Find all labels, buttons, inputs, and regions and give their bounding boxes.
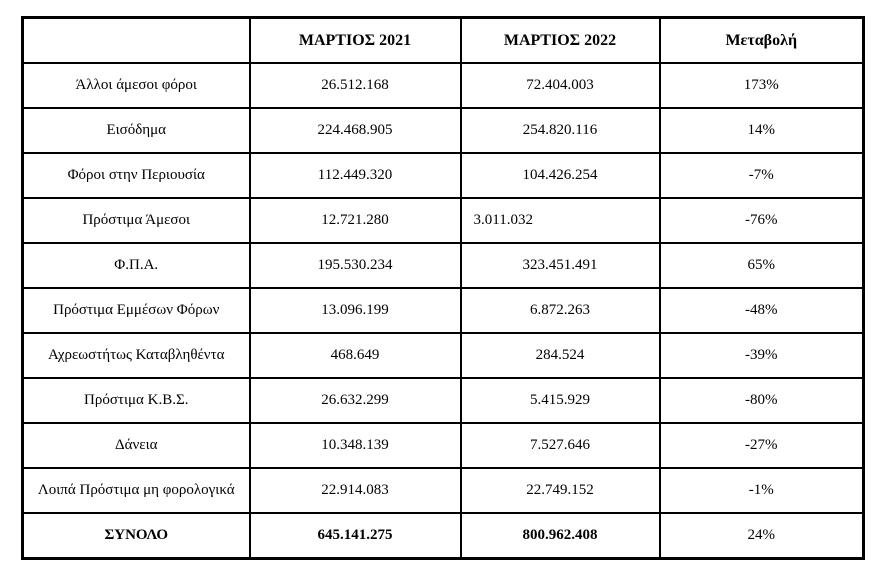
value-2022: 104.426.254 bbox=[459, 152, 661, 199]
value-2022: 284.524 bbox=[459, 332, 661, 379]
value-2022: 6.872.263 bbox=[459, 287, 661, 334]
value-2022: 5.415.929 bbox=[459, 377, 661, 424]
table-row: Πρόστιμα Εμμέσων Φόρων 13.096.199 6.872.… bbox=[21, 287, 865, 334]
table-row: Πρόστιμα Άμεσοι 12.721.280 3.011.032 -76… bbox=[21, 197, 865, 244]
total-label: ΣΥΝΟΛΟ bbox=[21, 512, 251, 560]
row-label: Αχρεωστήτως Καταβληθέντα bbox=[21, 332, 251, 379]
revenue-comparison-table-container: ΜΑΡΤΙΟΣ 2021 ΜΑΡΤΙΟΣ 2022 Μεταβολή Άλλοι… bbox=[21, 16, 865, 560]
value-2021: 12.721.280 bbox=[248, 197, 462, 244]
row-label: Άλλοι άμεσοι φόροι bbox=[21, 62, 251, 109]
total-row: ΣΥΝΟΛΟ 645.141.275 800.962.408 24% bbox=[21, 512, 865, 560]
value-2021: 224.468.905 bbox=[248, 107, 462, 154]
row-label: Πρόστιμα Κ.Β.Σ. bbox=[21, 377, 251, 424]
revenue-comparison-table: ΜΑΡΤΙΟΣ 2021 ΜΑΡΤΙΟΣ 2022 Μεταβολή Άλλοι… bbox=[21, 16, 865, 560]
header-change: Μεταβολή bbox=[658, 16, 865, 64]
value-2021: 26.512.168 bbox=[248, 62, 462, 109]
value-2022: 7.527.646 bbox=[459, 422, 661, 469]
value-2021: 26.632.299 bbox=[248, 377, 462, 424]
table-row: Πρόστιμα Κ.Β.Σ. 26.632.299 5.415.929 -80… bbox=[21, 377, 865, 424]
change-value: -39% bbox=[658, 332, 865, 379]
value-2021: 10.348.139 bbox=[248, 422, 462, 469]
value-2022: 323.451.491 bbox=[459, 242, 661, 289]
value-2022: 22.749.152 bbox=[459, 467, 661, 514]
value-2022: 254.820.116 bbox=[459, 107, 661, 154]
table-row: Δάνεια 10.348.139 7.527.646 -27% bbox=[21, 422, 865, 469]
row-label: Φ.Π.Α. bbox=[21, 242, 251, 289]
header-march-2022: ΜΑΡΤΙΟΣ 2022 bbox=[459, 16, 661, 64]
row-label: Πρόστιμα Εμμέσων Φόρων bbox=[21, 287, 251, 334]
change-value: -80% bbox=[658, 377, 865, 424]
change-value: -27% bbox=[658, 422, 865, 469]
change-value: -76% bbox=[658, 197, 865, 244]
value-2022: 3.011.032 bbox=[459, 197, 661, 244]
row-label: Λοιπά Πρόστιμα μη φορολογικά bbox=[21, 467, 251, 514]
change-value: -1% bbox=[658, 467, 865, 514]
value-2021: 468.649 bbox=[248, 332, 462, 379]
table-row: Εισόδημα 224.468.905 254.820.116 14% bbox=[21, 107, 865, 154]
total-value-2021: 645.141.275 bbox=[248, 512, 462, 560]
table-row: Αχρεωστήτως Καταβληθέντα 468.649 284.524… bbox=[21, 332, 865, 379]
change-value: 173% bbox=[658, 62, 865, 109]
change-value: -7% bbox=[658, 152, 865, 199]
total-change-value: 24% bbox=[658, 512, 865, 560]
header-row: ΜΑΡΤΙΟΣ 2021 ΜΑΡΤΙΟΣ 2022 Μεταβολή bbox=[21, 16, 865, 64]
header-march-2021: ΜΑΡΤΙΟΣ 2021 bbox=[248, 16, 462, 64]
value-2021: 13.096.199 bbox=[248, 287, 462, 334]
table-row: Λοιπά Πρόστιμα μη φορολογικά 22.914.083 … bbox=[21, 467, 865, 514]
total-value-2022: 800.962.408 bbox=[459, 512, 661, 560]
table-row: Φόροι στην Περιουσία 112.449.320 104.426… bbox=[21, 152, 865, 199]
value-2022: 72.404.003 bbox=[459, 62, 661, 109]
header-category bbox=[21, 16, 251, 64]
value-2021: 22.914.083 bbox=[248, 467, 462, 514]
change-value: -48% bbox=[658, 287, 865, 334]
change-value: 65% bbox=[658, 242, 865, 289]
table-row: Φ.Π.Α. 195.530.234 323.451.491 65% bbox=[21, 242, 865, 289]
row-label: Φόροι στην Περιουσία bbox=[21, 152, 251, 199]
change-value: 14% bbox=[658, 107, 865, 154]
value-2021: 112.449.320 bbox=[248, 152, 462, 199]
table-row: Άλλοι άμεσοι φόροι 26.512.168 72.404.003… bbox=[21, 62, 865, 109]
row-label: Πρόστιμα Άμεσοι bbox=[21, 197, 251, 244]
value-2021: 195.530.234 bbox=[248, 242, 462, 289]
row-label: Εισόδημα bbox=[21, 107, 251, 154]
row-label: Δάνεια bbox=[21, 422, 251, 469]
